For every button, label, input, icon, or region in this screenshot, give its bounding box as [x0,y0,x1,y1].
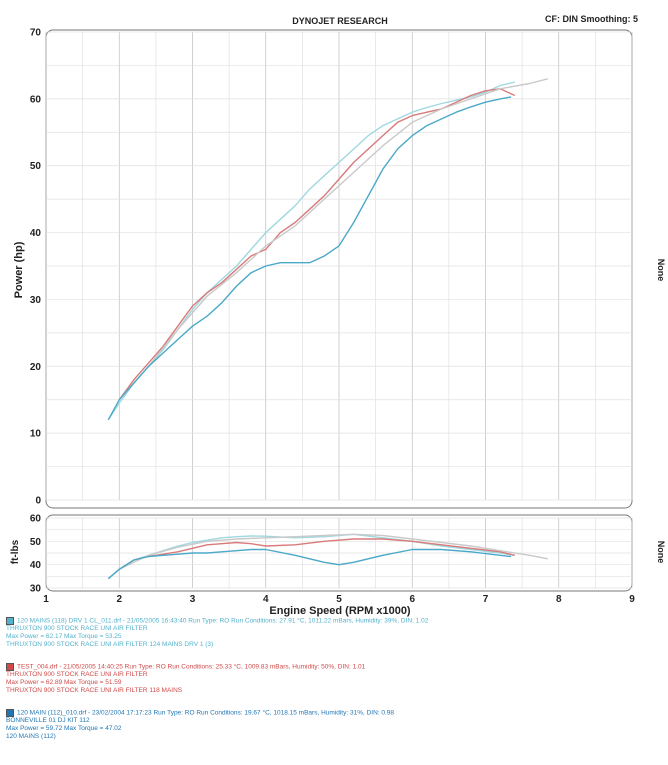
torque-right-label: None [656,541,666,564]
x-tick-label: 3 [190,594,196,605]
x-tick-label: 9 [629,594,635,605]
legend-run-1-swatch [6,617,14,625]
power-y-tick-label: 20 [30,362,42,373]
legend-run-3-line-1: 120 MAIN (112)_010.drf - 23/02/2004 17:1… [17,709,395,717]
torque-y-axis-label: ft-lbs [10,539,21,564]
legend-run-2-line-4: THRUXTON 900 STOCK RACE UNI AIR FILTER 1… [6,686,183,694]
legend-run-3-line-4: 120 MAINS (112) [6,732,56,740]
power-series-4 [107,96,512,421]
x-tick-label: 5 [336,594,342,605]
torque-series-4 [107,548,512,580]
legend-run-1: 120 MAINS (118) DRV 1 CL_011.drf - 21/05… [6,617,661,648]
x-tick-label: 7 [483,594,489,605]
power-y-tick-label: 30 [30,295,42,306]
power-y-tick-label: 10 [30,429,42,440]
legend-run-1-line-4: THRUXTON 900 STOCK RACE UNI AIR FILTER 1… [6,640,214,648]
power-series-2 [118,88,516,401]
x-tick-label: 8 [556,594,562,605]
legend-run-3-line-2: BONNEVILLE 01 DJ KIT 112 [6,717,90,725]
x-tick-label: 6 [409,594,415,605]
torque-series-3 [118,533,548,570]
legend-run-2-line-2: THRUXTON 900 STOCK RACE UNI AIR FILTER [6,671,148,679]
legend-run-1-line-2: THRUXTON 900 STOCK RACE UNI AIR FILTER [6,625,148,633]
power-y-tick-label: 50 [30,161,42,172]
legend-run-3-line-3: Max Power = 59.72 Max Torque = 47.02 [6,724,122,732]
legend-run-3: 120 MAIN (112)_010.drf - 23/02/2004 17:1… [6,709,661,740]
power-y-tick-label: 0 [35,496,41,507]
x-tick-label: 1 [43,594,49,605]
legend-run-1-line-1: 120 MAINS (118) DRV 1 CL_011.drf - 21/05… [17,617,429,625]
legend-run-2-swatch [6,663,14,671]
chart-header-right: CF: DIN Smoothing: 5 [545,14,638,24]
power-y-tick-label: 60 [30,94,42,105]
torque-y-tick-label: 30 [30,584,42,595]
power-y-axis-label: Power (hp) [13,241,25,298]
legend-run-1-line-3: Max Power = 62.17 Max Torque = 53.25 [6,632,122,640]
legend-run-2-line-3: Max Power = 62.89 Max Torque = 51.59 [6,678,122,686]
legend-run-3-swatch [6,709,14,717]
power-y-tick-label: 70 [30,28,42,39]
power-series-3 [118,78,548,401]
torque-y-tick-label: 60 [30,514,42,525]
chart-title: DYNOJET RESEARCH [292,16,388,26]
x-tick-label: 4 [263,594,269,605]
torque-y-tick-label: 50 [30,537,42,548]
power-y-tick-label: 40 [30,228,42,239]
torque-series-2 [118,538,515,570]
torque-y-tick-label: 40 [30,560,42,571]
x-tick-label: 2 [116,594,122,605]
legend-run-2-line-1: TEST_004.drf - 21/05/2005 14:40:25 Run T… [17,663,366,671]
legend-run-2: TEST_004.drf - 21/05/2005 14:40:25 Run T… [6,663,661,694]
x-axis-label: Engine Speed (RPM x1000) [269,605,411,617]
power-right-label: None [656,259,666,282]
